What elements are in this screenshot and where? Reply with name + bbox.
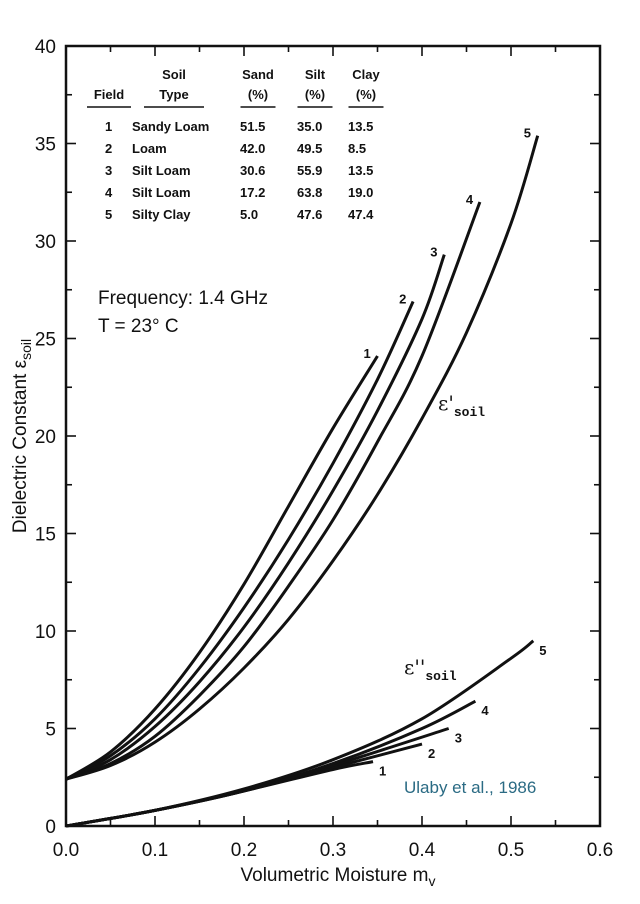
y-tick-labels: 0 5 10 15 20 25 30 35 40 [35,37,56,838]
curve-real-5 [65,135,540,781]
y-tick-label: 15 [35,525,56,546]
x-tick-label: 0.6 [587,840,613,861]
curve-real-3 [65,254,446,781]
real-part-label: ε'soil [438,391,485,420]
table-cell: 3 [105,163,112,178]
y-tick-label: 20 [35,427,56,448]
table-header-top: Clay [352,67,380,82]
table-cell: 49.5 [297,141,322,156]
table-cell: Loam [132,141,167,156]
table-cell: 42.0 [240,141,265,156]
table-cell: 55.9 [297,163,322,178]
frequency-annotation: Frequency: 1.4 GHz [98,288,268,309]
y-tick-label: 10 [35,622,56,643]
table-cell: 63.8 [297,185,322,200]
y-tick-label: 40 [35,37,56,58]
table-header-bottom: (%) [305,87,325,102]
table-cell: 13.5 [348,163,373,178]
table-header-top: Silt [305,67,326,82]
curve-label-real-3: 3 [430,245,437,260]
table-cell: 30.6 [240,163,265,178]
table-cell: Sandy Loam [132,119,209,134]
table-cell: 5 [105,207,112,222]
table-cell: 5.0 [240,207,258,222]
table-cell: 1 [105,119,112,134]
table-cell: Silty Clay [132,207,191,222]
table-cell: 8.5 [348,141,366,156]
curve-real-4 [65,201,482,781]
table-cell: 13.5 [348,119,373,134]
y-tick-label: 35 [35,135,56,156]
curve-label-imag-3: 3 [455,731,462,746]
curve-imag-2 [65,742,423,828]
x-tick-label: 0.1 [142,840,168,861]
soil-composition-table: Field Soil Type Sand (%) Silt (%) Clay (%) 1 Sandy… [87,67,384,222]
curve-imag-4 [65,699,477,828]
series-labels: 1 2 3 4 5 1 2 3 4 5 [364,126,547,779]
temperature-annotation: T = 23° C [98,316,179,337]
x-axis-label: Volumetric Moisture mv [241,865,436,889]
curve-real-1 [65,355,379,781]
curve-label-real-1: 1 [364,346,371,361]
curve-real-2 [65,300,415,781]
curve-imag-3 [65,727,450,828]
y-tick-label: 25 [35,330,56,351]
table-header-bottom: (%) [248,87,268,102]
y-tick-label: 5 [45,720,56,741]
table-header-bottom: Type [159,87,188,102]
series-curves [65,135,540,828]
curve-label-imag-1: 1 [379,764,386,779]
curve-imag-1 [65,760,374,828]
x-tick-label: 0.2 [231,840,257,861]
table-cell: Silt Loam [132,163,191,178]
table-cell: 19.0 [348,185,373,200]
credit-text: Ulaby et al., 1986 [404,778,536,797]
x-tick-label: 0.4 [409,840,436,861]
table-cell: 35.0 [297,119,322,134]
curve-label-imag-5: 5 [539,643,546,658]
table-cell: 4 [105,185,113,200]
x-tick-label: 0.0 [53,840,79,861]
y-tick-label: 30 [35,232,56,253]
table-header-bottom: Field [94,87,124,102]
table-header-bottom: (%) [356,87,376,102]
imaginary-part-label: ε''soil [404,655,457,684]
curve-label-imag-4: 4 [481,703,489,718]
table-cell: 17.2 [240,185,265,200]
x-tick-label: 0.5 [498,840,524,861]
curve-label-real-4: 4 [466,192,474,207]
curve-imag-5 [65,639,535,828]
curve-label-real-2: 2 [399,292,406,307]
table-header-top: Sand [242,67,274,82]
table-cell: 51.5 [240,119,265,134]
curve-label-imag-2: 2 [428,746,435,761]
x-tick-labels: 0.0 0.1 0.2 0.3 0.4 0.5 0.6 [53,840,613,861]
table-cell: Silt Loam [132,185,191,200]
table-cell: 2 [105,141,112,156]
y-tick-label: 0 [45,817,56,838]
y-axis-label: Dielectric Constant εsoil [10,339,34,533]
axis-ticks [65,45,601,827]
table-header-top: Soil [162,67,186,82]
table-cell: 47.6 [297,207,322,222]
table-cell: 47.4 [348,207,374,222]
x-tick-label: 0.3 [320,840,346,861]
curve-label-real-5: 5 [524,126,531,141]
